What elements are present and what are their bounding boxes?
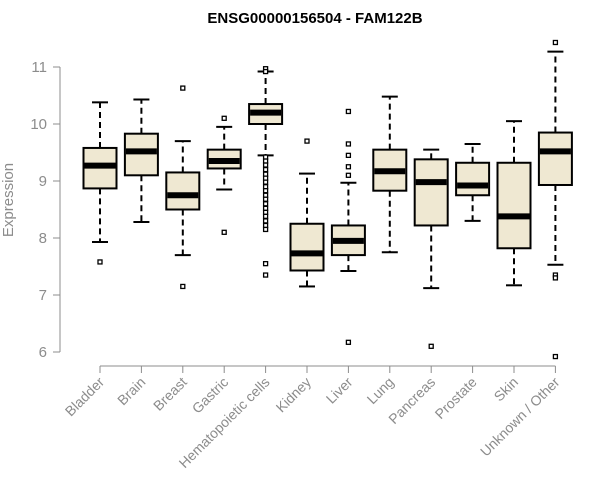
outlier-point [552,275,559,281]
outlier-point [180,85,186,91]
x-tick-label: Prostate [432,374,480,422]
x-tick-label: Skin [491,374,522,405]
outlier-point [262,68,269,75]
y-tick-label: 8 [39,230,47,247]
outlier-point [262,213,269,219]
box-breast [165,85,201,290]
outlier-point [262,272,269,278]
outlier-point [552,353,559,360]
outlier-point [262,260,269,267]
x-tick-label: Unknown / Other [477,374,563,460]
iqr-box [413,158,449,227]
outlier-point [221,229,227,235]
iqr-box [123,132,159,177]
iqr-box [537,131,573,186]
outlier-point [345,164,352,170]
box-brain [123,98,159,224]
outlier-point [97,259,103,265]
box-liver [330,108,366,345]
outlier-point [304,138,310,144]
box-pancreas [413,148,449,349]
box-lung [372,95,408,254]
outlier-point [428,343,434,349]
iqr-box [289,222,325,272]
box-unknown-other [537,39,573,360]
x-tick-label: Bladder [62,374,108,420]
y-tick-label: 6 [39,344,47,361]
outlier-point [262,166,269,173]
plot-area [82,39,573,360]
box-kidney [289,138,325,288]
iqr-box [165,171,201,211]
outlier-point [262,188,269,194]
box-bladder [82,101,118,265]
outlier-point [180,283,186,290]
outlier-point [345,172,352,178]
x-tick-label: Lung [364,374,397,407]
box-hematopoietic-cells [248,66,284,278]
outlier-point [262,201,269,207]
outlier-point [262,226,269,233]
outlier-point [262,196,269,202]
outlier-point [262,218,269,224]
outlier-point [345,152,352,159]
outlier-point [262,162,269,168]
x-tick-label: Liver [323,374,356,407]
outlier-point [345,339,352,345]
y-tick-label: 10 [30,116,47,133]
box-prostate [455,142,491,222]
outlier-point [345,141,352,147]
y-tick-label: 9 [39,173,47,190]
outlier-point [552,39,559,46]
y-tick-label: 11 [31,59,47,76]
x-tick-label: Kidney [273,374,315,416]
iqr-box [455,161,491,197]
iqr-box [496,161,532,250]
box-gastric [206,115,242,235]
box-skin [496,120,532,287]
outlier-point [262,179,269,185]
y-axis: 6 7 8 9 10 11 [30,59,61,361]
x-tick-label: Breast [150,374,190,414]
chart-title: ENSG00000156504 - FAM122B [207,10,422,27]
y-tick-label: 7 [39,287,47,304]
outlier-point [221,115,227,121]
y-axis-label: Expression [0,163,17,237]
x-tick-label: Brain [114,374,148,408]
outlier-point [345,108,352,115]
